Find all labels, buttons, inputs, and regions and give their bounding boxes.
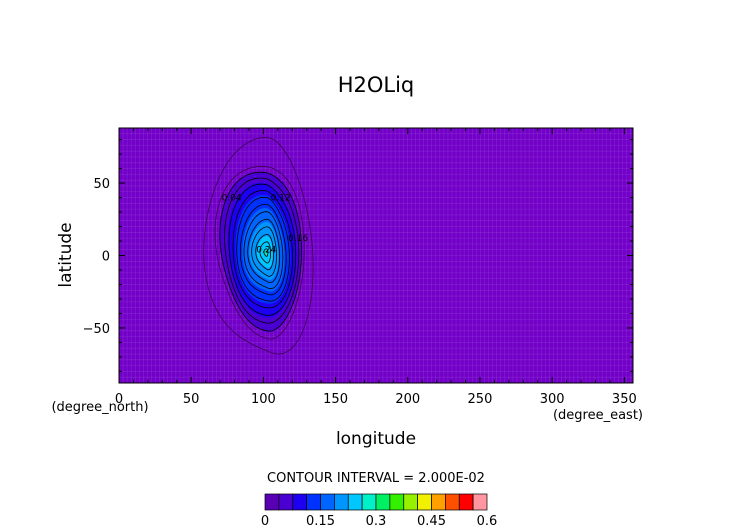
colorbar-tick-label: 0.6 xyxy=(477,514,498,529)
contour-line xyxy=(228,183,297,316)
colorbar-tick-label: 0.15 xyxy=(306,514,335,529)
contour-line xyxy=(232,190,293,309)
colorbar-tick-label: 0.45 xyxy=(417,514,446,529)
colorbar-tick-label: 0.3 xyxy=(366,514,387,529)
contour-line xyxy=(251,226,277,277)
x-tick-label: 200 xyxy=(395,392,420,407)
y-tick-label: 50 xyxy=(93,177,110,192)
contour-line xyxy=(263,248,269,257)
colorbar: 0 0.15 0.3 0.45 0.6 xyxy=(261,493,498,529)
x-tick-label: 0 xyxy=(115,392,123,407)
plot-background xyxy=(119,128,633,383)
contour-line xyxy=(259,241,271,264)
colorbar-swatch xyxy=(347,493,363,511)
colorbar-swatch xyxy=(306,493,321,511)
y-axis: −50 0 50 xyxy=(83,139,633,372)
contour-line xyxy=(255,233,274,271)
x-tick-label: 50 xyxy=(183,392,200,407)
colorbar-swatch xyxy=(458,493,474,511)
contour-label: 0.04 xyxy=(222,193,242,203)
contour-line xyxy=(243,211,284,290)
contour-line xyxy=(247,218,281,284)
contour-line xyxy=(214,165,305,340)
contour-line xyxy=(224,177,300,324)
y-axis-label: latitude xyxy=(56,222,76,287)
x-tick-label: 300 xyxy=(540,392,565,407)
colorbar-swatch xyxy=(320,493,335,511)
contour-label: 0.16 xyxy=(288,234,308,244)
contour-interval-label: CONTOUR INTERVAL = 2.000E-02 xyxy=(267,471,485,486)
colorbar-swatch xyxy=(292,493,307,511)
contour-line xyxy=(203,136,314,355)
colorbar-swatch xyxy=(361,493,377,511)
y-tick-label: 0 xyxy=(102,250,110,265)
colorbar-swatch xyxy=(389,493,405,511)
x-tick-label: 150 xyxy=(323,392,348,407)
contour-line xyxy=(219,171,303,332)
grid-lines xyxy=(119,128,633,383)
x-tick-label: 350 xyxy=(612,392,637,407)
colorbar-swatch xyxy=(403,493,418,511)
colorbar-swatch xyxy=(375,493,391,511)
contour-labels: 0.04 0.12 0.16 0.24 xyxy=(222,193,309,255)
contour-label: 0.12 xyxy=(271,193,291,203)
contour-line xyxy=(240,204,287,296)
plot-area: 0.04 0.12 0.16 0.24 xyxy=(118,127,634,384)
x-axis: 0 50 100 150 200 250 300 350 xyxy=(115,128,637,407)
colorbar-tick-label: 0 xyxy=(261,514,269,529)
contour-label: 0.24 xyxy=(256,246,276,256)
x-tick-label: 100 xyxy=(251,392,276,407)
colorbar-swatch xyxy=(334,493,349,511)
colorbar-swatch xyxy=(431,493,446,511)
colorbar-swatch xyxy=(472,493,488,511)
y-tick-label: −50 xyxy=(83,322,110,337)
colorbar-swatch xyxy=(417,493,432,511)
colorbar-swatch xyxy=(264,493,280,511)
contour-lines xyxy=(203,136,314,355)
colorbar-swatch xyxy=(278,493,294,511)
contour-line xyxy=(236,196,290,302)
y-unit-label: (degree_north) xyxy=(51,400,148,415)
x-axis-label: longitude xyxy=(336,429,416,449)
contour-bands xyxy=(219,171,302,333)
colorbar-swatch xyxy=(445,493,460,511)
chart-title: H2OLiq xyxy=(338,73,415,97)
x-tick-label: 250 xyxy=(468,392,493,407)
x-unit-label: (degree_east) xyxy=(553,408,643,423)
